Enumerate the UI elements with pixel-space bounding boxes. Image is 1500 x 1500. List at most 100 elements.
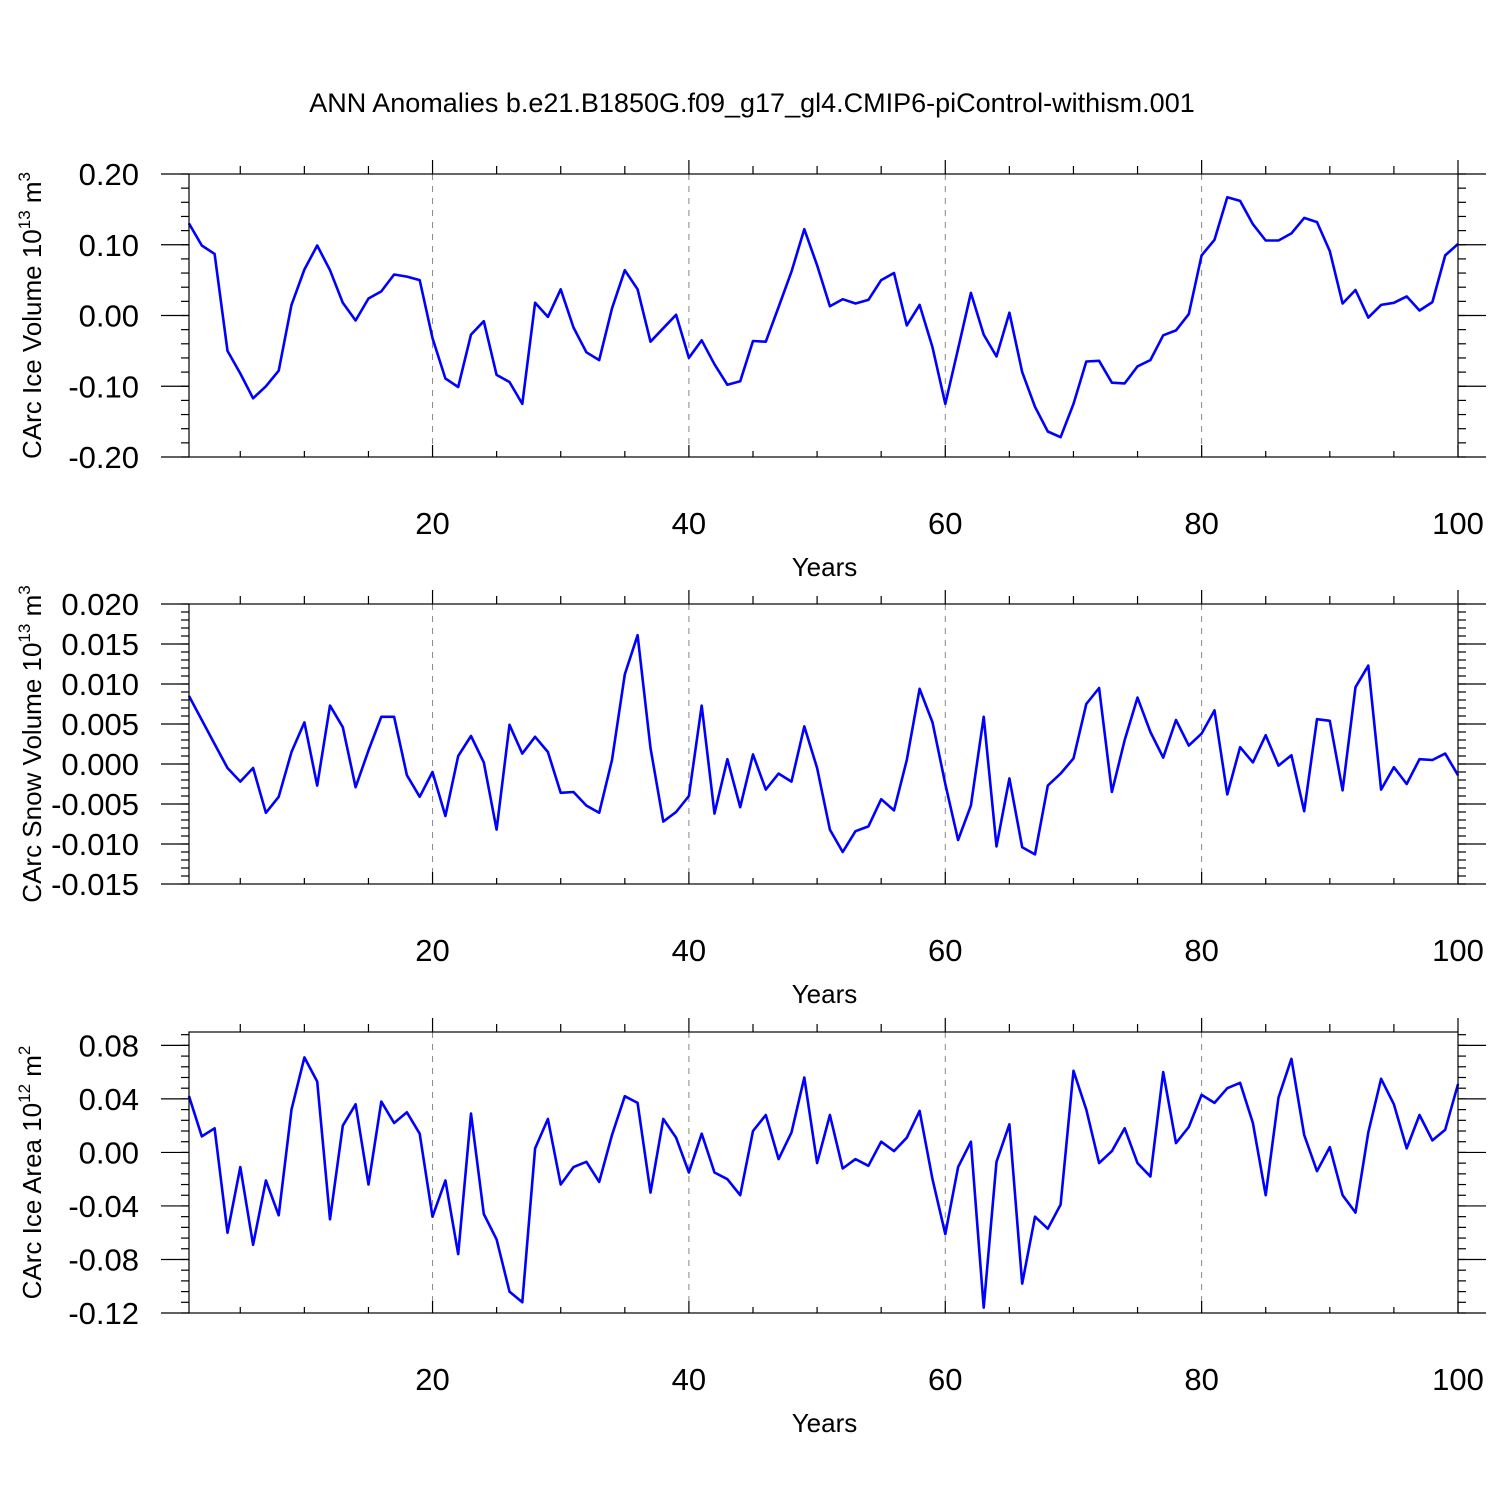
data-point <box>495 1238 498 1241</box>
data-point <box>675 1136 677 1139</box>
data-point <box>329 704 331 707</box>
x-tick-label: 60 <box>928 933 962 968</box>
y-axis-label-exponent: 13 <box>15 624 34 643</box>
data-point <box>213 253 216 255</box>
data-point <box>957 839 959 841</box>
data-point <box>470 1112 472 1115</box>
data-point <box>1290 754 1293 756</box>
data-point <box>944 1233 947 1235</box>
data-point <box>418 796 421 798</box>
data-point <box>790 270 793 273</box>
data-point <box>380 716 383 718</box>
data-point <box>534 1147 536 1150</box>
data-point <box>1303 810 1305 812</box>
data-point <box>777 1158 780 1160</box>
data-point <box>1085 1108 1088 1111</box>
y-axis-label: CArc Ice Area 1012 m2 <box>15 1046 47 1300</box>
data-point <box>1136 1162 1139 1164</box>
data-point <box>1123 739 1126 741</box>
y-axis-label: CArc Ice Volume 1013 m3 <box>15 172 47 459</box>
data-point <box>495 374 498 376</box>
data-point <box>880 279 882 281</box>
data-point <box>1188 313 1190 315</box>
data-point <box>201 244 203 247</box>
data-point <box>1329 250 1331 252</box>
data-point <box>1200 732 1203 735</box>
data-point <box>816 1162 818 1164</box>
data-point <box>1098 687 1100 689</box>
data-point <box>483 320 485 322</box>
data-point <box>841 851 844 853</box>
y-tick-label: 0.005 <box>61 707 139 742</box>
data-point <box>534 301 536 304</box>
x-tick-label: 100 <box>1432 933 1484 968</box>
data-point <box>598 812 600 814</box>
data-point <box>713 812 716 815</box>
data-point <box>316 244 318 247</box>
data-point <box>1431 759 1434 761</box>
data-point <box>303 721 306 724</box>
data-point <box>303 1056 306 1059</box>
data-point <box>1405 1147 1408 1150</box>
data-point <box>752 340 754 342</box>
data-point <box>1316 1170 1318 1172</box>
data-point <box>854 302 857 305</box>
data-point <box>1341 789 1344 792</box>
data-point <box>867 825 870 828</box>
data-point <box>918 304 921 306</box>
data-point <box>226 1231 229 1234</box>
data-point <box>406 774 408 776</box>
data-point <box>483 1213 485 1215</box>
data-point <box>1085 703 1088 705</box>
data-point <box>1418 1114 1421 1116</box>
data-point <box>1136 365 1139 368</box>
data-point <box>265 1179 267 1182</box>
y-axis-label: CArc Snow Volume 1013 m3 <box>15 585 47 902</box>
data-point <box>867 299 870 301</box>
x-tick-label: 20 <box>415 1362 449 1397</box>
y-tick-label: 0.04 <box>79 1082 139 1117</box>
y-tick-label: 0.00 <box>79 299 139 334</box>
data-point <box>1175 329 1177 332</box>
data-point <box>1188 1126 1190 1128</box>
data-point <box>457 1253 459 1255</box>
data-point <box>444 377 447 380</box>
data-point <box>201 1135 203 1138</box>
data-point <box>1444 752 1446 755</box>
data-point <box>418 1132 421 1135</box>
data-point <box>624 1095 626 1098</box>
data-point <box>662 327 665 330</box>
data-point <box>598 359 600 361</box>
y-tick-label: 0.10 <box>79 228 139 263</box>
y-tick-label: 0.010 <box>61 667 139 702</box>
data-point <box>444 1179 447 1182</box>
data-point <box>354 786 357 788</box>
data-point <box>1034 405 1036 408</box>
data-point <box>444 815 447 817</box>
data-point <box>957 1166 959 1168</box>
data-point <box>1264 239 1267 242</box>
data-point <box>418 279 421 281</box>
data-point <box>675 313 677 316</box>
data-point <box>906 759 908 761</box>
data-point <box>1252 1122 1254 1124</box>
data-point <box>1303 217 1305 219</box>
data-point <box>1354 686 1357 688</box>
data-point <box>1239 200 1241 202</box>
data-point <box>547 316 549 318</box>
data-point <box>508 1290 511 1293</box>
data-point <box>1008 311 1011 314</box>
data-point <box>1393 301 1395 304</box>
data-point <box>893 272 895 274</box>
data-point <box>1213 1102 1216 1104</box>
data-point <box>329 269 331 272</box>
plot-frame <box>188 603 1459 885</box>
x-axis-label: Years <box>792 552 858 582</box>
data-point <box>1316 718 1318 720</box>
y-tick-label: -0.015 <box>51 867 139 902</box>
data-point <box>765 340 767 343</box>
data-point <box>572 326 575 329</box>
data-point <box>1341 302 1344 305</box>
data-point <box>1316 221 1318 223</box>
